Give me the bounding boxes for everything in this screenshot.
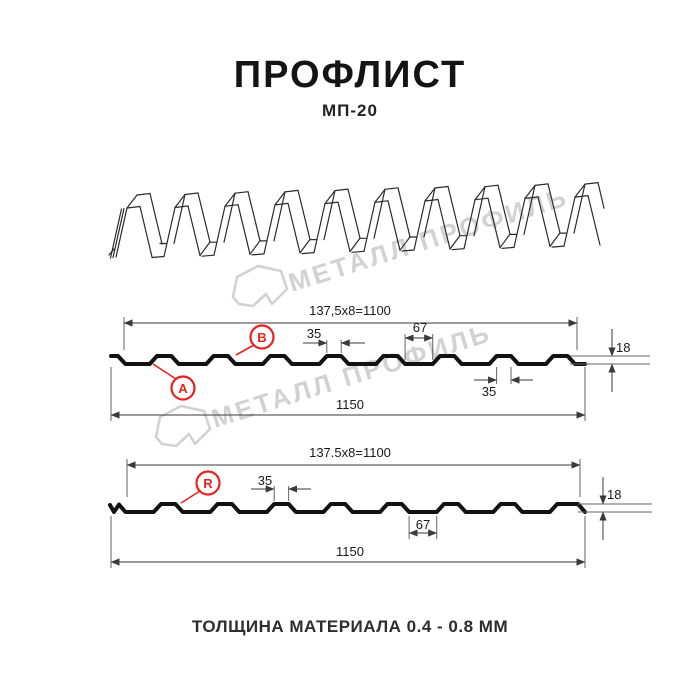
front-coverage-width-dim: 137,5x8=1100 (309, 303, 391, 318)
back-height-dim: 18 (607, 487, 621, 502)
watermark-text: МЕТАЛЛ ПРОФИЛЬ (285, 181, 572, 297)
callout-b-label: B (257, 330, 266, 345)
material-thickness-note: ТОЛЩИНА МАТЕРИАЛА 0.4 - 0.8 ММ (191, 617, 509, 636)
front-height-dim: 18 (616, 340, 630, 355)
back-section: 137.5x8=1100 35 18 67 1150 (108, 445, 652, 568)
front-profile-line (109, 354, 587, 366)
front-rib-bottom-dim: 35 (482, 384, 496, 399)
watermark-bottom: МЕТАЛЛ ПРОФИЛЬ (154, 317, 495, 448)
page-title: ПРОФЛИСТ (233, 54, 467, 96)
watermark-top: МЕТАЛЛ ПРОФИЛЬ (231, 181, 572, 308)
front-valley-dim: 67 (413, 320, 427, 335)
profile-model-subtitle: МП-20 (322, 101, 378, 120)
sheet-3d-view (108, 182, 605, 259)
back-overall-width-dim: 1150 (336, 544, 364, 559)
callout-r-label: R (203, 476, 213, 491)
callout-r-circle (195, 470, 221, 496)
back-valley-dim: 67 (416, 517, 430, 532)
metall-profil-logo-icon (231, 264, 289, 308)
back-profile-line (108, 502, 587, 514)
back-coverage-width-dim: 137.5x8=1100 (309, 445, 391, 460)
back-rib-top-dim: 35 (258, 473, 272, 488)
front-rib-top-dim: 35 (307, 326, 321, 341)
callout-a-label: A (178, 381, 188, 396)
callout-a-circle (170, 375, 196, 401)
metall-profil-logo-icon (154, 404, 212, 448)
callout-b-circle (249, 324, 275, 350)
front-section: 137,5x8=1100 35 67 18 35 (109, 303, 650, 421)
front-overall-width-dim: 1150 (336, 397, 364, 412)
